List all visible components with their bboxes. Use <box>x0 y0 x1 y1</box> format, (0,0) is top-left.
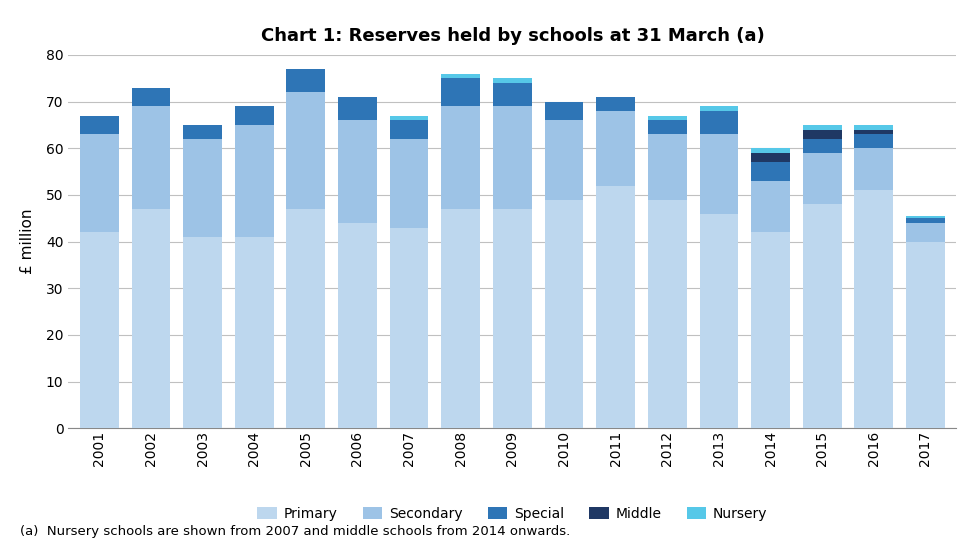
Title: Chart 1: Reserves held by schools at 31 March (a): Chart 1: Reserves held by schools at 31 … <box>261 27 764 45</box>
Bar <box>287 69 325 92</box>
Bar <box>906 218 945 223</box>
Bar <box>596 111 635 186</box>
Bar <box>338 223 377 428</box>
Bar <box>338 120 377 223</box>
Bar <box>648 120 687 134</box>
Bar <box>648 134 687 199</box>
Bar <box>493 209 532 428</box>
Bar <box>80 232 119 428</box>
Bar <box>493 83 532 107</box>
Bar <box>493 107 532 209</box>
Bar <box>235 106 273 125</box>
Bar <box>752 181 790 232</box>
Bar <box>803 139 841 153</box>
Bar <box>752 163 790 181</box>
Bar <box>389 120 428 139</box>
Bar <box>752 153 790 162</box>
Bar <box>132 87 170 107</box>
Bar <box>389 139 428 227</box>
Bar <box>855 130 893 134</box>
Bar <box>596 97 635 111</box>
Bar <box>183 139 222 237</box>
Y-axis label: £ million: £ million <box>20 209 35 274</box>
Bar <box>596 186 635 428</box>
Bar <box>132 107 170 209</box>
Bar <box>906 223 945 242</box>
Bar <box>338 97 377 120</box>
Bar <box>752 148 790 153</box>
Bar <box>906 216 945 218</box>
Bar <box>80 134 119 232</box>
Bar <box>441 209 480 428</box>
Bar <box>235 237 273 428</box>
Bar <box>183 237 222 428</box>
Bar <box>389 227 428 428</box>
Bar <box>700 134 738 214</box>
Bar <box>855 125 893 130</box>
Bar <box>545 120 584 199</box>
Bar <box>700 214 738 428</box>
Bar <box>183 125 222 139</box>
Legend: Primary, Secondary, Special, Middle, Nursery: Primary, Secondary, Special, Middle, Nur… <box>253 502 772 525</box>
Bar <box>803 204 841 428</box>
Bar <box>287 209 325 428</box>
Bar <box>752 232 790 428</box>
Bar <box>441 78 480 107</box>
Bar <box>648 199 687 428</box>
Bar <box>389 115 428 120</box>
Bar <box>855 190 893 428</box>
Bar <box>441 107 480 209</box>
Bar <box>441 74 480 78</box>
Bar <box>545 102 584 120</box>
Bar <box>906 242 945 428</box>
Bar <box>855 134 893 148</box>
Bar <box>700 111 738 134</box>
Bar <box>803 125 841 130</box>
Bar <box>803 130 841 139</box>
Bar <box>287 92 325 209</box>
Bar <box>700 106 738 111</box>
Bar <box>803 153 841 204</box>
Text: (a)  Nursery schools are shown from 2007 and middle schools from 2014 onwards.: (a) Nursery schools are shown from 2007 … <box>20 525 570 538</box>
Bar <box>493 78 532 83</box>
Bar <box>80 115 119 134</box>
Bar <box>648 115 687 120</box>
Bar <box>235 125 273 237</box>
Bar <box>132 209 170 428</box>
Bar <box>545 199 584 428</box>
Bar <box>855 148 893 190</box>
